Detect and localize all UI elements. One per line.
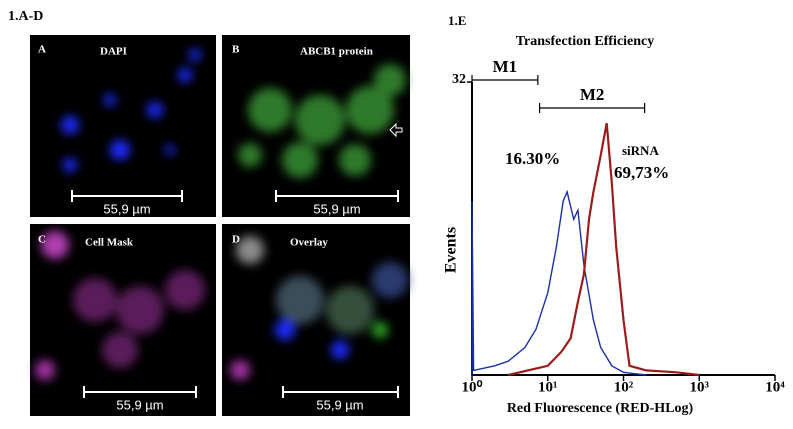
panel-letter: A <box>38 44 46 56</box>
panel-title: Cell Mask <box>85 237 134 249</box>
scale-label: 55,9 µm <box>316 397 363 412</box>
panel-letter: D <box>232 234 240 246</box>
y-tick-label: 32 <box>452 72 466 87</box>
x-axis-label: Red Fluorescence (RED-HLog) <box>507 401 694 416</box>
series-label: siRNA <box>622 143 659 158</box>
scale-bar <box>71 190 183 202</box>
scale-label: 55,9 µm <box>313 201 360 216</box>
panel-title: Overlay <box>290 237 328 249</box>
scale-bar <box>275 190 399 202</box>
x-tick-label: 10⁰ <box>461 379 482 395</box>
x-tick-label: 10² <box>614 379 634 395</box>
annotation: 69,73% <box>614 163 669 182</box>
panel-a: A DAPI 55,9 µm <box>30 35 216 217</box>
chart-title: Transfection Efficiency <box>516 34 655 49</box>
nuclei <box>61 49 201 172</box>
panel-letter: B <box>232 44 240 56</box>
scale-bar <box>282 386 399 398</box>
image <box>30 35 216 217</box>
cells <box>35 231 205 380</box>
panel-title: DAPI <box>100 46 127 58</box>
panel-letter: C <box>38 234 46 246</box>
annotation: 16.30% <box>505 149 560 168</box>
scale-label: 55,9 µm <box>116 397 163 412</box>
gate-marker <box>538 103 646 113</box>
gate-label: M1 <box>493 57 518 76</box>
gate-marker <box>471 75 539 85</box>
panel-d: D Overlay 55,9 µm <box>222 224 410 416</box>
series-line <box>507 122 700 377</box>
panel-title: ABCB1 protein <box>300 46 373 58</box>
x-tick-label: 10⁴ <box>765 379 785 395</box>
x-tick-label: 10³ <box>690 379 710 395</box>
series-line <box>471 189 647 376</box>
y-axis-label: Events <box>443 227 460 273</box>
x-tick-label: 10¹ <box>538 379 558 395</box>
cells <box>230 236 408 380</box>
panel-label: 1.E <box>448 13 466 28</box>
panel-b: B ABCB1 protein 55,9 µm <box>222 35 410 217</box>
scale-bar <box>83 386 197 398</box>
gate-label: M2 <box>580 85 605 104</box>
panel-c: C Cell Mask 55,9 µm <box>30 224 216 416</box>
arrow <box>389 122 403 138</box>
scale-label: 55,9 µm <box>103 201 150 216</box>
figure-label: 1.A-D <box>8 9 43 24</box>
cells <box>238 64 406 178</box>
